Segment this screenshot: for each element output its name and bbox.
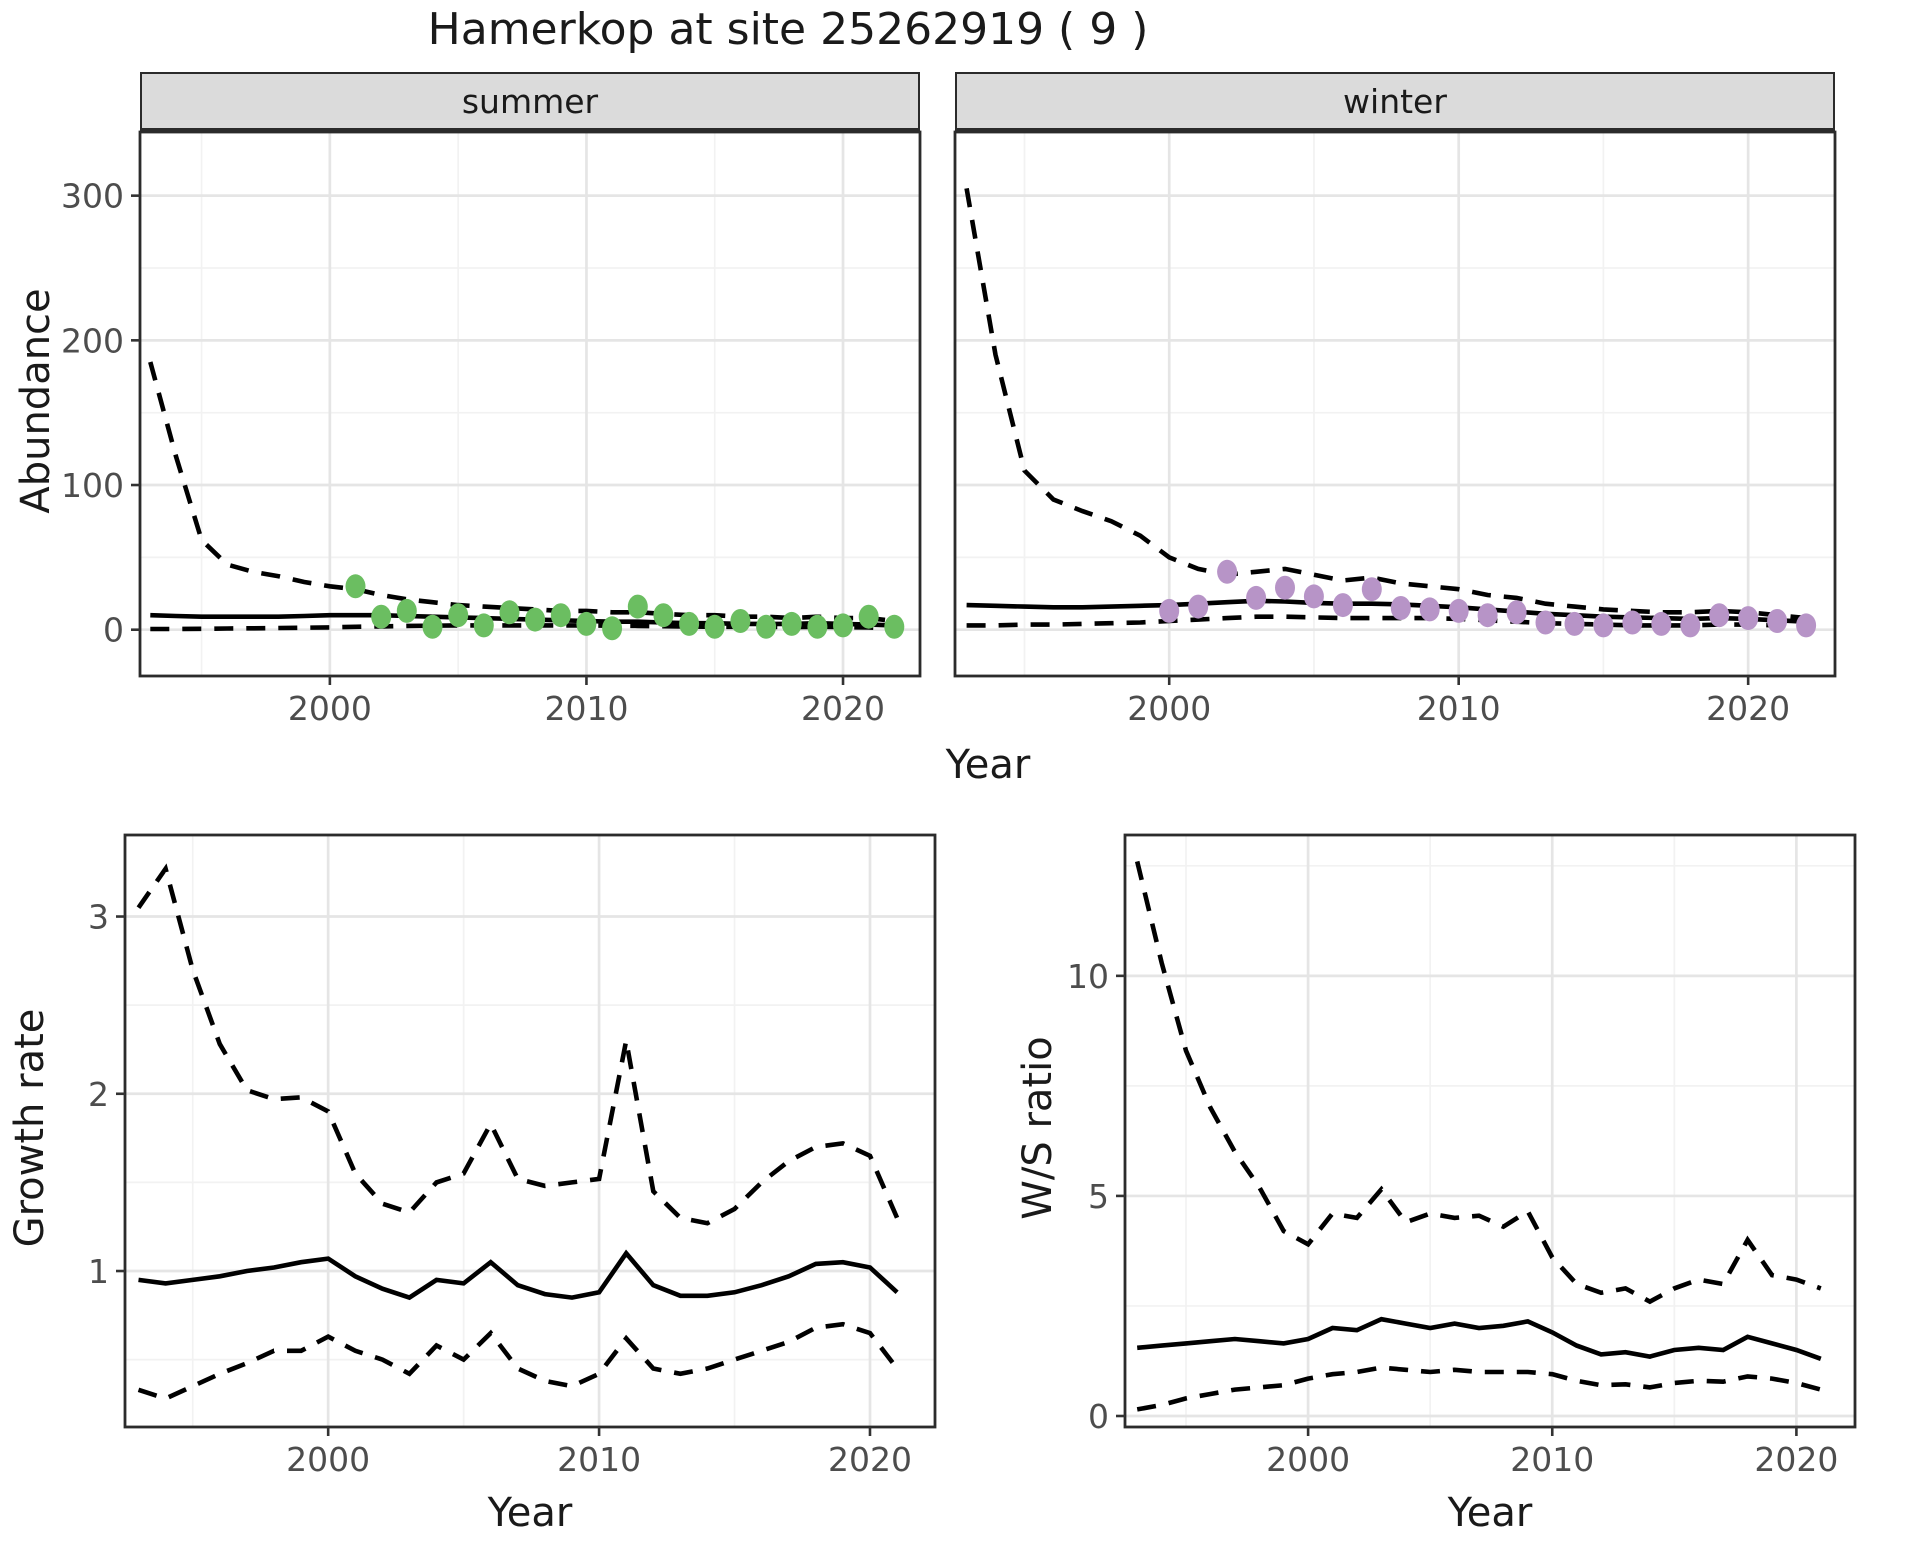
x-tick-label: 2000 <box>288 689 372 728</box>
observation-point <box>473 613 494 638</box>
observation-point <box>1622 610 1643 635</box>
observation-point <box>1217 559 1238 584</box>
observation-point <box>1275 575 1295 600</box>
observation-point <box>1246 585 1267 610</box>
page-title: Hamerkop at site 25262919 ( 9 ) <box>427 4 1149 55</box>
observation-point <box>448 603 469 628</box>
x-tick-label: 2000 <box>286 1440 370 1479</box>
x-tick-label: 2020 <box>828 1440 912 1479</box>
median-line <box>1136 1316 1822 1361</box>
observation-point <box>1593 613 1614 638</box>
observation-point <box>1361 577 1382 602</box>
observation-point <box>1709 603 1730 628</box>
panel-background <box>955 132 1835 676</box>
x-tick-label: 2010 <box>1417 689 1501 728</box>
observation-point <box>807 614 828 639</box>
observation-point <box>781 611 802 636</box>
y-tick-label: 10 <box>1067 957 1109 996</box>
y-tick-label: 5 <box>1088 1177 1109 1216</box>
observation-point <box>1738 606 1759 631</box>
observation-point <box>1535 610 1556 635</box>
observation-point <box>371 604 392 629</box>
observation-point <box>1796 613 1817 638</box>
y-tick-label: 1 <box>88 1252 109 1291</box>
x-tick-label: 2010 <box>557 1440 641 1479</box>
facet-strip-winter-label: winter <box>1343 81 1447 121</box>
y-tick-label: 200 <box>61 321 124 360</box>
observation-point <box>525 607 546 632</box>
observation-point <box>1303 584 1324 609</box>
panel-border <box>138 130 922 678</box>
panel-border <box>123 833 937 1429</box>
observation-point <box>1651 611 1672 636</box>
observation-point <box>884 614 905 639</box>
observation-point <box>1680 613 1701 638</box>
observation-point <box>679 611 700 636</box>
panel-background <box>140 132 920 676</box>
observation-point <box>1390 596 1411 620</box>
upper-ci-line <box>136 863 900 1226</box>
observation-point <box>730 609 751 633</box>
observation-point <box>1767 609 1788 633</box>
observation-point <box>704 614 725 639</box>
observation-point <box>1159 598 1180 623</box>
panel-border <box>1123 833 1857 1429</box>
x-tick-label: 2010 <box>544 689 628 728</box>
x-tick-label: 2020 <box>801 689 885 728</box>
ws-ratio-x-axis-label: Year <box>1447 1490 1533 1536</box>
facet-strip-winter: winter <box>955 72 1835 132</box>
growth-rate-x-axis-label: Year <box>487 1490 573 1536</box>
panel-winter: 2000 2010 2020 <box>953 130 1837 728</box>
x-tick-label: 2000 <box>1266 1440 1350 1479</box>
observation-point <box>396 598 417 623</box>
y-tick-label: 300 <box>61 177 124 216</box>
lower-ci-line <box>966 614 1807 629</box>
panel-background <box>125 835 935 1427</box>
lower-ci-line <box>137 1321 899 1402</box>
observation-point <box>1477 603 1498 628</box>
x-tick-label: 2000 <box>1127 689 1211 728</box>
panel-growth-rate: 2000 2010 2020 1 2 3 <box>88 833 937 1479</box>
observation-point <box>833 613 853 638</box>
facet-strip-summer-label: summer <box>461 81 599 121</box>
observation-point <box>1419 597 1440 622</box>
upper-ci-line <box>964 188 1807 621</box>
observation-point <box>1332 593 1353 618</box>
observation-point <box>756 614 777 639</box>
observation-point <box>1506 600 1527 625</box>
observation-point <box>422 614 443 639</box>
panel-border <box>953 130 1837 678</box>
observation-point <box>1448 598 1469 623</box>
observation-point <box>576 611 597 636</box>
observation-point <box>550 603 571 628</box>
y-tick-label: 2 <box>88 1075 109 1114</box>
panel-ws-ratio: 2000 2010 2020 0 5 10 <box>1067 833 1857 1479</box>
panel-summer: 2000 2010 2020 0 100 200 300 <box>61 130 922 728</box>
growth-rate-y-axis-label: Growth rate <box>7 1008 53 1248</box>
lower-ci-line <box>1136 1365 1822 1412</box>
abundance-y-axis-label: Abundance <box>13 288 59 514</box>
upper-ci-line <box>1134 860 1822 1305</box>
observation-point <box>858 604 879 629</box>
ws-ratio-y-axis-label: W/S ratio <box>1015 1036 1061 1220</box>
y-tick-label: 0 <box>1088 1397 1109 1436</box>
top-year-x-axis-label: Year <box>945 742 1031 788</box>
observation-point <box>345 574 366 599</box>
y-tick-label: 3 <box>88 898 109 937</box>
y-tick-label: 0 <box>103 611 124 650</box>
x-tick-label: 2010 <box>1510 1440 1594 1479</box>
observation-point <box>627 594 648 619</box>
observation-point <box>602 616 623 641</box>
observation-point <box>1188 594 1209 619</box>
observation-point <box>653 603 674 628</box>
observation-point <box>499 600 520 625</box>
observation-point <box>1564 611 1585 636</box>
facet-strip-summer: summer <box>140 72 920 132</box>
median-line <box>138 1249 899 1301</box>
x-tick-label: 2020 <box>1754 1440 1838 1479</box>
x-tick-label: 2020 <box>1706 689 1790 728</box>
y-tick-label: 100 <box>61 466 124 505</box>
